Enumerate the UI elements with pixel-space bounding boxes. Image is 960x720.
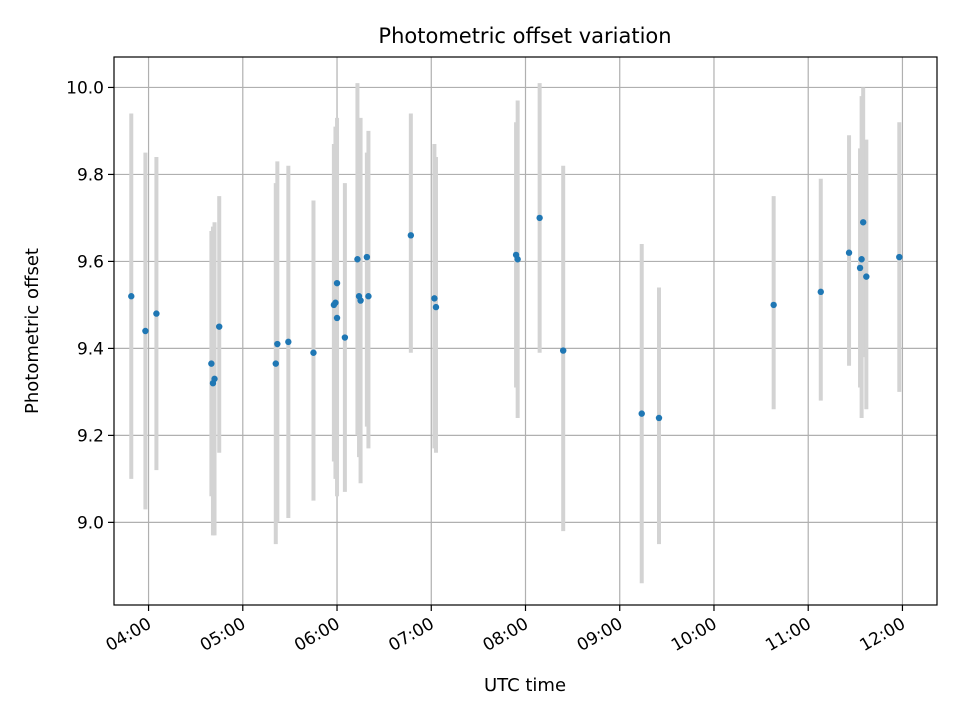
y-tick-label: 9.0 xyxy=(77,513,104,533)
data-point xyxy=(363,253,371,261)
y-tick-label: 9.6 xyxy=(77,252,104,272)
x-tick-label: 11:00 xyxy=(762,614,814,656)
x-tick-label: 04:00 xyxy=(103,614,155,656)
data-point xyxy=(208,360,215,367)
data-point xyxy=(211,375,218,383)
grid xyxy=(114,57,937,605)
chart-title: Photometric offset variation xyxy=(378,24,671,48)
data-point xyxy=(514,256,521,263)
data-point xyxy=(153,310,160,317)
data-point xyxy=(274,340,281,348)
y-tick-label: 9.2 xyxy=(77,426,104,446)
x-axis: 04:00 05:00 06:00 07:00 08:00 09:00 10:00 11:00… xyxy=(103,605,909,656)
data-point xyxy=(559,347,567,354)
x-tick-label: 06:00 xyxy=(291,614,343,656)
data-point xyxy=(856,264,864,272)
y-tick-label: 10.0 xyxy=(66,78,104,98)
data-point xyxy=(896,253,903,261)
data-point xyxy=(354,256,361,263)
data-point xyxy=(310,349,317,356)
data-point xyxy=(432,303,440,311)
data-point xyxy=(858,256,865,263)
data-point xyxy=(859,219,867,226)
data-points xyxy=(128,214,903,422)
x-tick-label: 07:00 xyxy=(385,614,437,656)
data-point xyxy=(272,360,279,367)
data-point xyxy=(333,279,341,287)
x-axis-label: UTC time xyxy=(484,675,566,696)
x-tick-label: 05:00 xyxy=(197,614,249,656)
data-point xyxy=(128,293,135,300)
y-axis: 9.0 9.2 9.4 9.6 9.8 10.0 xyxy=(66,78,114,533)
data-point xyxy=(770,301,777,309)
x-tick-label: 09:00 xyxy=(574,614,626,656)
data-point xyxy=(365,293,372,300)
data-point xyxy=(216,323,223,330)
data-point xyxy=(863,273,870,280)
x-tick-label: 12:00 xyxy=(857,614,909,656)
data-point xyxy=(431,295,438,302)
error-bars xyxy=(129,83,902,584)
y-tick-label: 9.4 xyxy=(77,339,104,359)
data-point xyxy=(638,410,645,417)
y-axis-label: Photometric offset xyxy=(22,248,43,414)
data-point xyxy=(285,338,292,346)
x-tick-label: 08:00 xyxy=(480,614,532,656)
data-point xyxy=(536,214,543,222)
data-point xyxy=(357,297,364,304)
x-tick-label: 10:00 xyxy=(668,614,720,656)
data-point xyxy=(341,334,349,341)
data-point xyxy=(142,327,149,335)
data-point xyxy=(845,249,853,256)
data-point xyxy=(332,299,339,306)
y-tick-label: 9.8 xyxy=(77,165,104,185)
data-point xyxy=(407,232,415,239)
data-point xyxy=(817,288,824,296)
data-point xyxy=(333,314,341,322)
data-point xyxy=(655,414,663,422)
